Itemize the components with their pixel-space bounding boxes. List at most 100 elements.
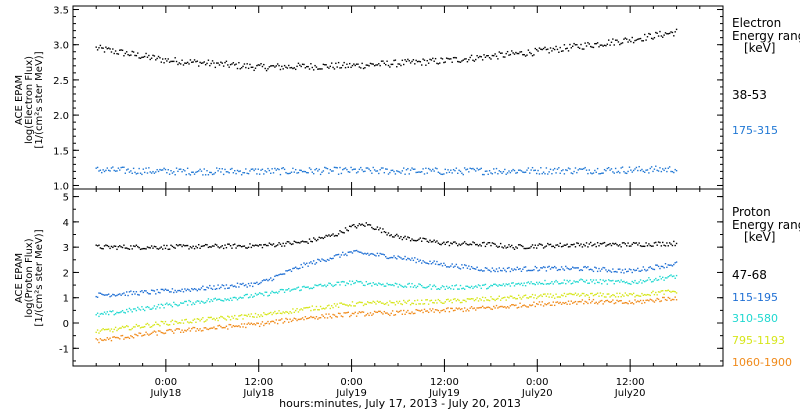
proton-series-4-point <box>617 296 620 298</box>
electron-series-2-point <box>198 170 200 172</box>
proton-series-5-point <box>314 317 316 320</box>
proton-series-3-point <box>448 286 451 288</box>
electron-series-2-point <box>293 171 295 173</box>
electron-series-2-point <box>548 171 550 173</box>
proton-series-3-point <box>166 302 168 304</box>
proton-series-5-point <box>605 300 607 302</box>
proton-series-3-point <box>450 288 452 290</box>
electron-series-2-point <box>571 172 574 175</box>
proton-series-1-point <box>294 241 297 243</box>
electron-series-1-point <box>153 55 156 57</box>
proton-series-2-point <box>494 270 496 273</box>
proton-series-2-point <box>673 263 675 266</box>
proton-series-3-point <box>283 291 286 294</box>
proton-series-5-point <box>472 307 474 310</box>
proton-series-5-point <box>415 308 417 311</box>
proton-series-4-point <box>163 322 165 325</box>
proton-series-4-point <box>401 303 404 306</box>
electron-series-2-point <box>635 166 638 169</box>
proton-series-3-point <box>138 308 140 310</box>
proton-series-1-point <box>121 246 124 249</box>
proton-series-4-point <box>202 317 204 319</box>
proton-series-2-point <box>171 288 174 290</box>
electron-series-2-point <box>535 172 538 175</box>
proton-series-1-point <box>191 247 193 249</box>
electron-series-2-point <box>175 167 178 169</box>
electron-series-2-point <box>103 170 106 173</box>
proton-series-2-point <box>145 290 147 292</box>
electron-series-1-point <box>649 33 651 35</box>
proton-series-3-point <box>162 304 164 306</box>
electron-series-2-point <box>425 167 427 169</box>
electron-series-1-point <box>412 59 415 61</box>
proton-series-1-point <box>261 246 264 249</box>
proton-series-5-point <box>494 307 496 309</box>
electron-series-1-point <box>357 63 359 65</box>
proton-series-2-point <box>461 264 463 266</box>
proton-series-3-point <box>598 281 600 284</box>
electron-series-1-point <box>602 45 604 47</box>
proton-series-3-point <box>423 286 426 289</box>
electron-series-2-point <box>437 171 440 173</box>
proton-series-1-point <box>455 242 458 245</box>
proton-series-2-point <box>412 259 415 262</box>
proton-series-4-point <box>120 327 122 329</box>
electron-series-1-point <box>659 30 661 33</box>
proton-series-1-point <box>239 245 241 247</box>
electron-series-2-point <box>326 167 329 170</box>
electron-series-1-point <box>527 49 530 51</box>
proton-series-4-point <box>542 293 545 295</box>
proton-series-3-point <box>383 285 386 287</box>
proton-series-2-point <box>146 292 149 294</box>
proton-series-2-point <box>214 288 217 290</box>
proton-series-5-point <box>246 323 248 325</box>
electron-series-1-point <box>441 58 444 60</box>
proton-series-4-point <box>631 293 633 296</box>
electron-series-1-point <box>522 53 524 56</box>
electron-series-1-point <box>639 37 642 40</box>
proton-series-4-point <box>185 318 187 321</box>
proton-series-2-point <box>245 284 247 286</box>
proton-series-2-point <box>253 282 255 284</box>
proton-series-3-point <box>348 280 351 282</box>
electron-series-2-point <box>152 170 154 173</box>
proton-series-1-point <box>164 247 167 250</box>
electron-series-1-point <box>390 63 392 66</box>
proton-series-2-point <box>475 268 477 270</box>
proton-series-1-point <box>663 244 665 247</box>
proton-series-2-point <box>465 264 467 267</box>
proton-series-5-point <box>138 332 140 334</box>
electron-series-2-point <box>418 171 420 173</box>
proton-series-2-point <box>542 266 545 268</box>
proton-series-4-point <box>447 298 449 301</box>
proton-series-2-point <box>130 290 132 292</box>
proton-series-1-point <box>487 242 489 244</box>
proton-series-2-point <box>555 267 557 269</box>
proton-series-1-point <box>430 241 433 243</box>
electron-series-1-point <box>335 62 337 65</box>
electron-series-2-point <box>462 173 464 176</box>
electron-series-2-point <box>473 168 476 171</box>
proton-series-4-point <box>650 291 653 294</box>
proton-series-5-point <box>598 301 600 304</box>
proton-series-1-point <box>301 240 304 242</box>
proton-series-2-point <box>357 250 359 253</box>
proton-series-1-point <box>332 233 334 235</box>
electron-series-2-point <box>303 170 305 173</box>
electron-series-2-point <box>232 172 235 174</box>
proton-panel-frame <box>72 188 724 367</box>
electron-series-2-point <box>648 172 650 174</box>
electron-series-1-point <box>617 41 620 43</box>
proton-series-4-point <box>355 302 358 305</box>
proton-series-3-point <box>570 283 572 285</box>
proton-series-4-point <box>574 292 577 294</box>
electron-series-2-point <box>645 169 647 171</box>
electron-series-2-point <box>106 167 108 169</box>
proton-series-3-point <box>465 285 467 287</box>
proton-series-1-point <box>486 243 488 245</box>
proton-ytick-label: 1 <box>63 294 69 305</box>
proton-series-2-point <box>523 266 525 269</box>
electron-series-2 <box>95 165 678 176</box>
electron-series-1-point <box>361 62 363 65</box>
proton-series-5-point <box>308 317 311 319</box>
